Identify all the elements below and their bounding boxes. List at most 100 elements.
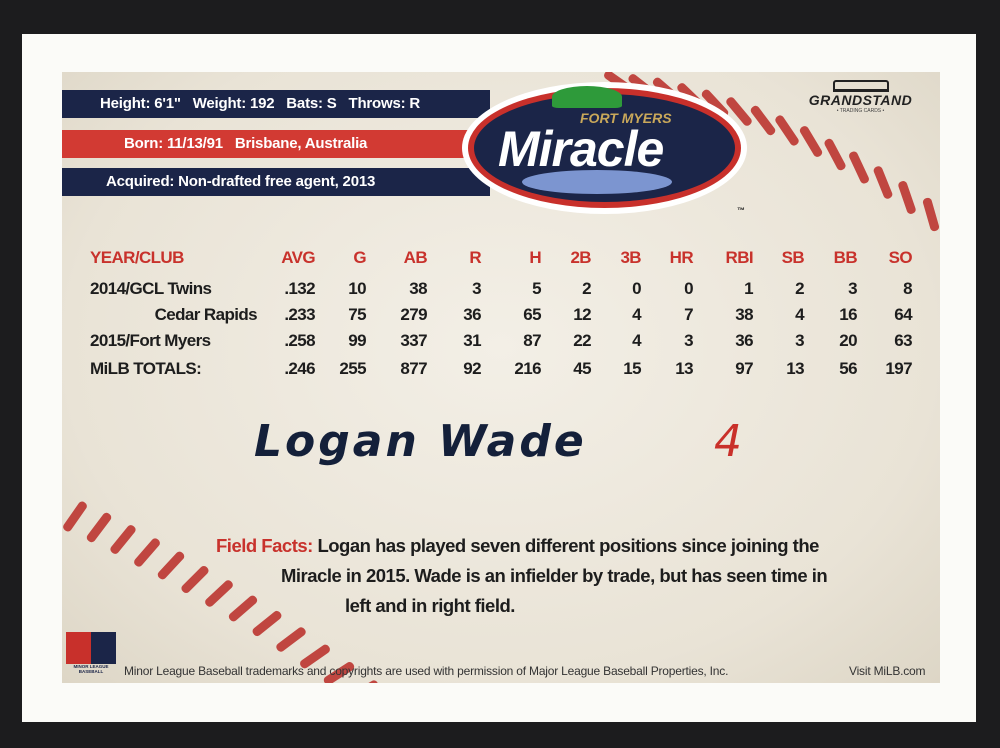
- footer-legal: Minor League Baseball trademarks and cop…: [124, 664, 729, 678]
- stitch: [108, 523, 138, 556]
- bio-bar-acquired: Acquired: Non-drafted free agent, 2013: [62, 168, 490, 196]
- logo-fort-myers: FORT MYERS: [580, 110, 672, 126]
- card-print-area: Height: 6'1" Weight: 192 Bats: S Throws:…: [62, 72, 940, 683]
- logo-miracle: Miracle: [498, 121, 664, 177]
- stats-cell: 16: [839, 305, 857, 324]
- stats-cell: 1: [744, 279, 753, 298]
- field-facts-line-3: left and in right field.: [345, 595, 515, 616]
- stats-cell: 38: [409, 279, 427, 298]
- stats-cell: 2: [582, 279, 591, 298]
- stitch: [227, 593, 259, 623]
- bio-acquired: Acquired: Non-drafted free agent, 2013: [106, 173, 376, 190]
- stats-header-cell: G: [353, 248, 366, 267]
- grandstand-sub: • TRADING CARDS •: [836, 108, 885, 114]
- stats-cell: 5: [532, 279, 541, 298]
- stats-cell: 99: [348, 331, 366, 350]
- logo-trademark: ™: [737, 206, 745, 215]
- stats-cell: .258: [284, 331, 315, 350]
- stitch: [798, 124, 824, 159]
- stats-cell: 31: [463, 331, 481, 350]
- stitch: [250, 609, 284, 638]
- stats-cell: 877: [400, 359, 427, 378]
- stats-header-cell: R: [469, 248, 481, 267]
- stats-cell: .246: [284, 359, 315, 378]
- stitch: [773, 113, 801, 148]
- stats-cell: 2: [795, 279, 804, 298]
- stats-cell: 7: [684, 305, 693, 324]
- stats-cell: MiLB TOTALS:: [90, 359, 202, 378]
- bio-bar-physical: Height: 6'1" Weight: 192 Bats: S Throws:…: [62, 90, 490, 118]
- stats-header-cell: BB: [833, 248, 858, 267]
- stats-header-cell: HR: [669, 248, 694, 267]
- stats-cell: 12: [573, 305, 591, 324]
- stats-cell: 13: [786, 359, 804, 378]
- stats-cell: 22: [573, 331, 591, 350]
- stitch: [847, 150, 871, 185]
- stats-cell: 75: [348, 305, 366, 324]
- stats-cell: 279: [400, 305, 427, 324]
- stitch: [203, 578, 235, 609]
- milb-logo-text: MINOR LEAGUE BASEBALL: [73, 664, 109, 674]
- stitch: [872, 164, 894, 200]
- stats-cell: 10: [348, 279, 366, 298]
- stats-cell: 2015/Fort Myers: [90, 331, 211, 350]
- stitch: [274, 625, 308, 654]
- stats-header-cell: YEAR/CLUB: [90, 248, 184, 267]
- stats-cell: 4: [795, 305, 804, 324]
- field-facts-label: Field Facts:: [216, 535, 313, 556]
- stitch: [823, 136, 847, 172]
- stats-cell: 4: [632, 331, 641, 350]
- stitch: [897, 180, 917, 216]
- stitch: [62, 499, 89, 534]
- team-logo: FORT MYERS Miracle ™: [462, 82, 747, 215]
- stats-cell: 38: [735, 305, 753, 324]
- player-name: Logan Wade: [254, 416, 587, 467]
- field-facts-text: Logan has played seven different positio…: [317, 535, 819, 556]
- stitch: [749, 104, 777, 137]
- stats-header-cell: 2B: [570, 248, 591, 267]
- stitch: [156, 549, 186, 581]
- stats-header-cell: SO: [888, 248, 913, 267]
- stats-cell: 0: [632, 279, 641, 298]
- stats-cell: Cedar Rapids: [154, 305, 258, 324]
- stats-cell: 8: [903, 279, 912, 298]
- stats-cell: 36: [735, 331, 753, 350]
- stitch: [179, 563, 211, 595]
- stats-header-cell: AVG: [281, 248, 315, 267]
- stats-cell: 216: [514, 359, 541, 378]
- stats-header-cell: SB: [781, 248, 805, 267]
- stats-cell: 36: [463, 305, 481, 324]
- stats-cell: 0: [684, 279, 693, 298]
- stats-cell: .233: [284, 305, 315, 324]
- grandstand-logo: GRANDSTAND • TRADING CARDS •: [788, 80, 933, 114]
- footer-visit-link: Visit MiLB.com: [849, 664, 926, 678]
- stats-header-cell: H: [529, 248, 541, 267]
- stats-header-cell: 3B: [620, 248, 641, 267]
- stats-cell: 4: [632, 305, 641, 324]
- stitch: [921, 196, 940, 233]
- bio-bar-born: Born: 11/13/91 Brisbane, Australia: [62, 130, 490, 158]
- stats-cell: 197: [885, 359, 912, 378]
- stats-cell: 255: [339, 359, 366, 378]
- stats-cell: 13: [675, 359, 693, 378]
- stats-header-cell: AB: [403, 248, 428, 267]
- stats-cell: 3: [848, 279, 857, 298]
- bio-physical: Height: 6'1" Weight: 192 Bats: S Throws:…: [100, 95, 421, 112]
- stats-cell: 20: [839, 331, 857, 350]
- stats-cell: 56: [839, 359, 857, 378]
- stats-cell: .132: [284, 279, 315, 298]
- stats-cell: 3: [795, 331, 804, 350]
- stats-cell: 337: [400, 331, 427, 350]
- stats-cell: 97: [735, 359, 753, 378]
- field-facts-line-1: Field Facts: Logan has played seven diff…: [216, 535, 819, 557]
- stats-cell: 87: [523, 331, 541, 350]
- stitch: [85, 511, 113, 545]
- stats-cell: 63: [894, 331, 912, 350]
- field-facts-line-2: Miracle in 2015. Wade is an infielder by…: [281, 565, 828, 586]
- stitch: [132, 536, 162, 568]
- stitch: [346, 679, 380, 683]
- grandstand-name: GRANDSTAND: [808, 92, 913, 108]
- stats-header-cell: RBI: [725, 248, 754, 267]
- stats-cell: 65: [523, 305, 541, 324]
- stats-cell: 15: [623, 359, 641, 378]
